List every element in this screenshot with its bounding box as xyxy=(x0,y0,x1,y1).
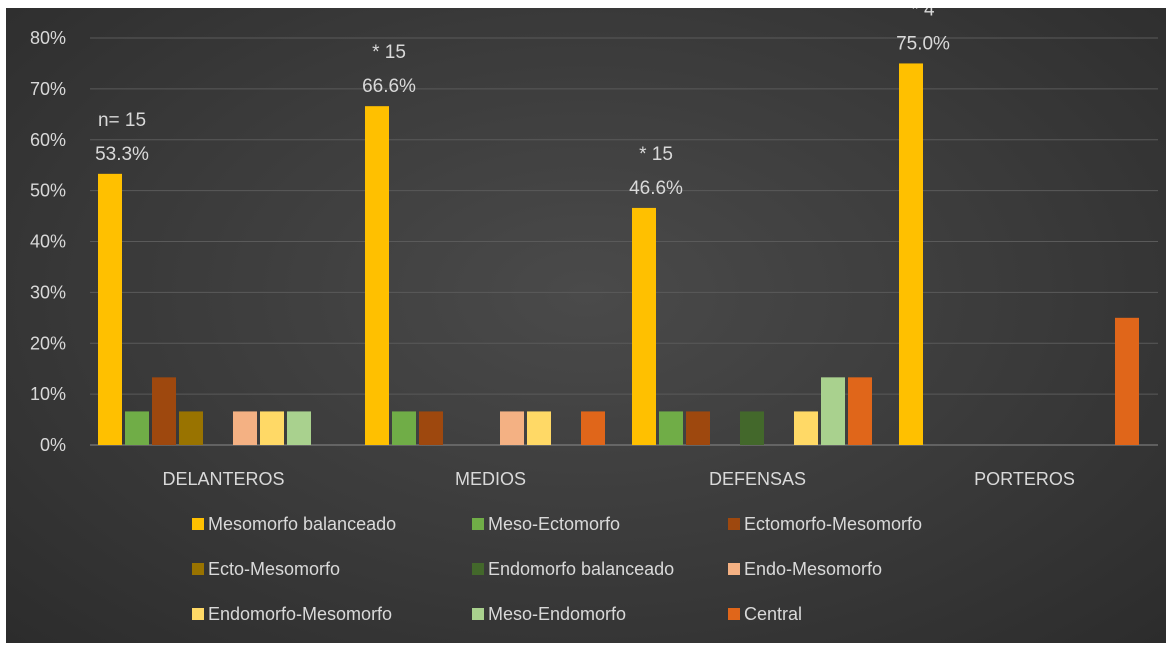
legend-label: Endomorfo balanceado xyxy=(488,559,674,579)
bar-central xyxy=(1115,317,1139,445)
category-label: DELANTEROS xyxy=(162,469,284,489)
bar-mesomorfo-balanceado xyxy=(98,173,122,445)
bar-mesomorfo-balanceado xyxy=(899,63,923,445)
annotation-label: * 4 xyxy=(911,8,935,20)
legend-label: Ecto-Mesomorfo xyxy=(208,559,340,579)
y-tick-label: 10% xyxy=(30,384,66,404)
bar-ectomorfo-mesomorfo xyxy=(152,377,176,445)
annotation-label: * 15 xyxy=(639,144,673,165)
category-label: DEFENSAS xyxy=(709,469,806,489)
annotation-value: 75.0% xyxy=(896,33,950,54)
bar-central xyxy=(848,377,872,445)
legend-label: Meso-Endomorfo xyxy=(488,604,626,624)
bar-ecto-mesomorfo xyxy=(179,411,203,445)
bar-endo-mesomorfo xyxy=(233,411,257,445)
bar-meso-endomorfo xyxy=(287,411,311,445)
category-label: MEDIOS xyxy=(455,469,526,489)
legend-label: Endo-Mesomorfo xyxy=(744,559,882,579)
y-tick-label: 80% xyxy=(30,28,66,48)
y-tick-label: 30% xyxy=(30,282,66,302)
bar-mesomorfo-balanceado xyxy=(365,106,389,446)
y-tick-label: 20% xyxy=(30,333,66,353)
legend-swatch xyxy=(472,518,484,530)
bar-central xyxy=(581,411,605,445)
annotation-value: 46.6% xyxy=(629,178,683,199)
bar-endomorfo-mesomorfo xyxy=(260,411,284,445)
legend-swatch xyxy=(728,608,740,620)
legend-swatch xyxy=(192,608,204,620)
chart-area: 0% 10% 20% 30% 40% 50% 60% 70% 80% DELANTEROS MEDI… xyxy=(6,8,1166,643)
y-tick-label: 50% xyxy=(30,181,66,201)
category-label: PORTEROS xyxy=(974,469,1075,489)
bar-endomorfo-balanceado xyxy=(740,411,764,445)
y-tick-label: 70% xyxy=(30,79,66,99)
y-tick-label: 40% xyxy=(30,232,66,252)
bar-endomorfo-mesomorfo xyxy=(794,411,818,445)
bar-endomorfo-mesomorfo xyxy=(527,411,551,445)
bar-meso-ectomorfo xyxy=(125,411,149,445)
bar-endo-mesomorfo xyxy=(500,411,524,445)
legend-swatch xyxy=(728,518,740,530)
legend-label: Endomorfo-Mesomorfo xyxy=(208,604,392,624)
bar-ectomorfo-mesomorfo xyxy=(419,411,443,445)
annotation-label: * 15 xyxy=(372,42,406,63)
legend-swatch xyxy=(472,608,484,620)
legend-swatch xyxy=(192,518,204,530)
legend-swatch xyxy=(192,563,204,575)
bar-meso-ectomorfo xyxy=(659,411,683,445)
legend-label: Central xyxy=(744,604,802,624)
legend-swatch xyxy=(728,563,740,575)
bar-chart: 0% 10% 20% 30% 40% 50% 60% 70% 80% DELANTEROS MEDI… xyxy=(30,8,1158,624)
bar-meso-ectomorfo xyxy=(392,411,416,445)
legend-label: Meso-Ectomorfo xyxy=(488,514,620,534)
legend-label: Mesomorfo balanceado xyxy=(208,514,396,534)
bar-meso-endomorfo xyxy=(821,377,845,445)
legend-label: Ectomorfo-Mesomorfo xyxy=(744,514,922,534)
y-tick-label: 0% xyxy=(40,435,66,455)
bar-ectomorfo-mesomorfo xyxy=(686,411,710,445)
bar-mesomorfo-balanceado xyxy=(632,207,656,445)
y-tick-label: 60% xyxy=(30,130,66,150)
annotation-label: n= 15 xyxy=(98,110,146,131)
annotation-value: 66.6% xyxy=(362,76,416,97)
legend-swatch xyxy=(472,563,484,575)
annotation-value: 53.3% xyxy=(95,144,149,165)
